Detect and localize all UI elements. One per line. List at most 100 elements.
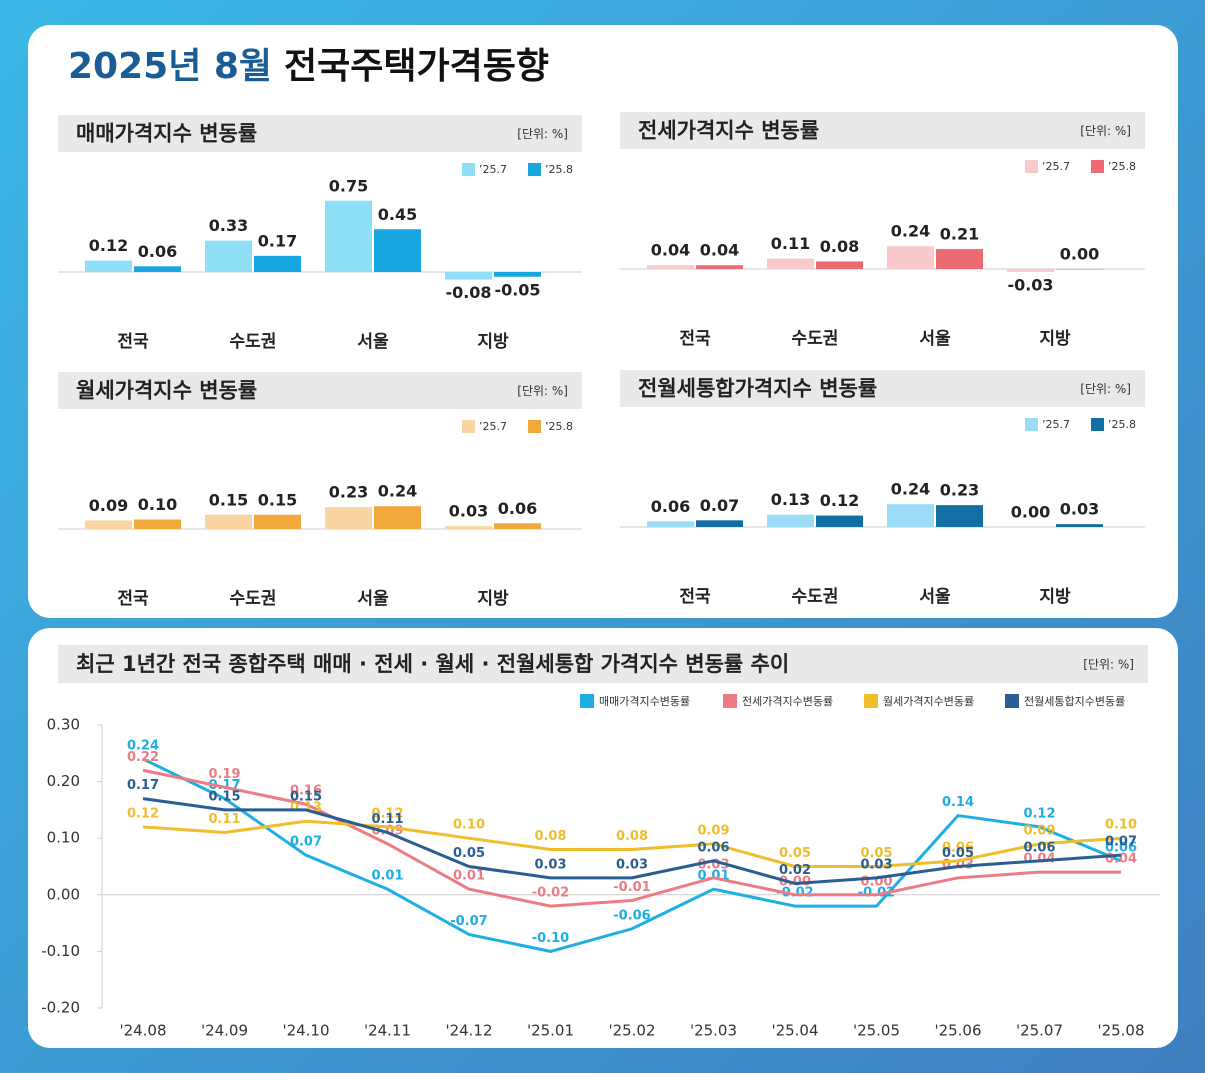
data-label: 0.11	[771, 234, 810, 253]
data-label: 0.08	[820, 237, 859, 256]
top-card	[28, 25, 1178, 618]
data-label: 0.75	[329, 176, 368, 195]
legend-swatch	[462, 420, 475, 433]
data-label: 0.19	[208, 767, 240, 782]
data-label: 0.12	[1023, 806, 1055, 821]
x-tick-label: '24.10	[282, 1022, 329, 1040]
bar	[205, 240, 252, 272]
x-tick-label: 서울	[919, 587, 951, 607]
line	[142, 797, 1122, 885]
legend-swatch	[528, 163, 541, 176]
data-label: 0.05	[453, 846, 485, 861]
bar	[767, 258, 814, 269]
title-date: 2025년 8월	[68, 46, 272, 87]
data-label: 0.04	[651, 241, 690, 260]
unit-label: [단위: %]	[517, 127, 568, 141]
data-label: -0.02	[858, 886, 895, 901]
bar	[767, 514, 814, 527]
bar	[1007, 527, 1054, 528]
legend-label: ’25.8	[1108, 160, 1136, 173]
panel-title: 전월세통합가격지수 변동률	[638, 377, 877, 401]
bar	[696, 520, 743, 527]
legend-swatch	[1091, 418, 1104, 431]
y-tick-label: 0.10	[47, 829, 80, 847]
data-label: -0.02	[532, 886, 569, 901]
data-label: 0.10	[453, 818, 485, 833]
data-label: 0.10	[1105, 818, 1137, 833]
x-tick-label: 지방	[477, 589, 509, 609]
data-label: 0.15	[258, 490, 297, 509]
data-label: 0.06	[1105, 840, 1137, 855]
y-tick-label: 0.20	[47, 772, 80, 790]
bar	[696, 265, 743, 269]
panel-title: 전세가격지수 변동률	[638, 119, 819, 143]
data-label: 0.11	[208, 812, 240, 827]
data-label: 0.06	[1023, 840, 1055, 855]
bar	[1056, 269, 1103, 270]
data-label: 0.03	[1060, 500, 1099, 519]
y-tick-label: 0.00	[47, 885, 80, 903]
data-label: -0.05	[494, 280, 540, 299]
data-label: 0.22	[127, 750, 159, 765]
data-label: 0.15	[208, 789, 240, 804]
bar	[887, 504, 934, 527]
legend-label: ’25.8	[545, 420, 573, 433]
bar	[254, 514, 301, 529]
x-tick-label: '25.05	[853, 1022, 900, 1040]
x-tick-label: 수도권	[792, 587, 839, 607]
bar	[887, 246, 934, 269]
data-label: 0.45	[378, 205, 417, 224]
data-label: 0.03	[449, 502, 488, 521]
bar	[816, 515, 863, 527]
x-tick-label: '24.12	[445, 1022, 492, 1040]
legend-swatch	[580, 694, 594, 708]
panel-header	[620, 370, 1145, 407]
line	[142, 757, 1122, 953]
data-label: 0.04	[700, 241, 739, 260]
data-label: 0.08	[534, 829, 566, 844]
unit-label: [단위: %]	[1080, 382, 1131, 396]
bottom-card	[28, 628, 1178, 1048]
bar	[936, 505, 983, 527]
data-label: -0.07	[450, 914, 487, 929]
x-tick-label: '24.09	[201, 1022, 248, 1040]
data-label: 0.09	[89, 496, 128, 515]
legend-label: 매매가격지수변동률	[599, 695, 690, 708]
data-label: 0.21	[940, 225, 979, 244]
data-label: 0.12	[820, 491, 859, 510]
panel-header	[58, 372, 582, 409]
x-tick-label: '25.01	[527, 1022, 574, 1040]
x-tick-label: '25.06	[934, 1022, 981, 1040]
y-tick-label: -0.10	[41, 942, 80, 960]
data-label: 0.05	[942, 846, 974, 861]
panel-title: 매매가격지수 변동률	[76, 122, 257, 146]
data-label: 0.13	[771, 490, 810, 509]
legend-label: ’25.8	[545, 163, 573, 176]
x-tick-label: 서울	[919, 329, 951, 349]
line	[142, 819, 1122, 868]
x-tick-label: 수도권	[230, 589, 277, 609]
legend-swatch	[1005, 694, 1019, 708]
data-label: 0.02	[779, 863, 811, 878]
x-tick-label: 수도권	[792, 329, 839, 349]
bar	[494, 272, 541, 277]
title-text: 전국주택가격동향	[284, 46, 549, 87]
data-label: 0.08	[616, 829, 648, 844]
legend-label: ’25.7	[479, 420, 507, 433]
data-label: 0.00	[1011, 503, 1050, 522]
data-label: 0.05	[779, 846, 811, 861]
data-label: 0.33	[209, 216, 248, 235]
data-label: 0.01	[453, 869, 485, 884]
data-label: 0.05	[860, 846, 892, 861]
bar	[134, 266, 181, 272]
x-tick-label: 지방	[1039, 587, 1071, 607]
data-label: 0.17	[127, 778, 159, 793]
data-label: 0.01	[371, 869, 403, 884]
data-label: -0.10	[532, 931, 569, 946]
data-label: 0.06	[498, 499, 537, 518]
data-label: 0.06	[942, 840, 974, 855]
panel-header	[58, 645, 1148, 683]
legend-swatch	[1025, 418, 1038, 431]
data-label: 0.12	[89, 236, 128, 255]
